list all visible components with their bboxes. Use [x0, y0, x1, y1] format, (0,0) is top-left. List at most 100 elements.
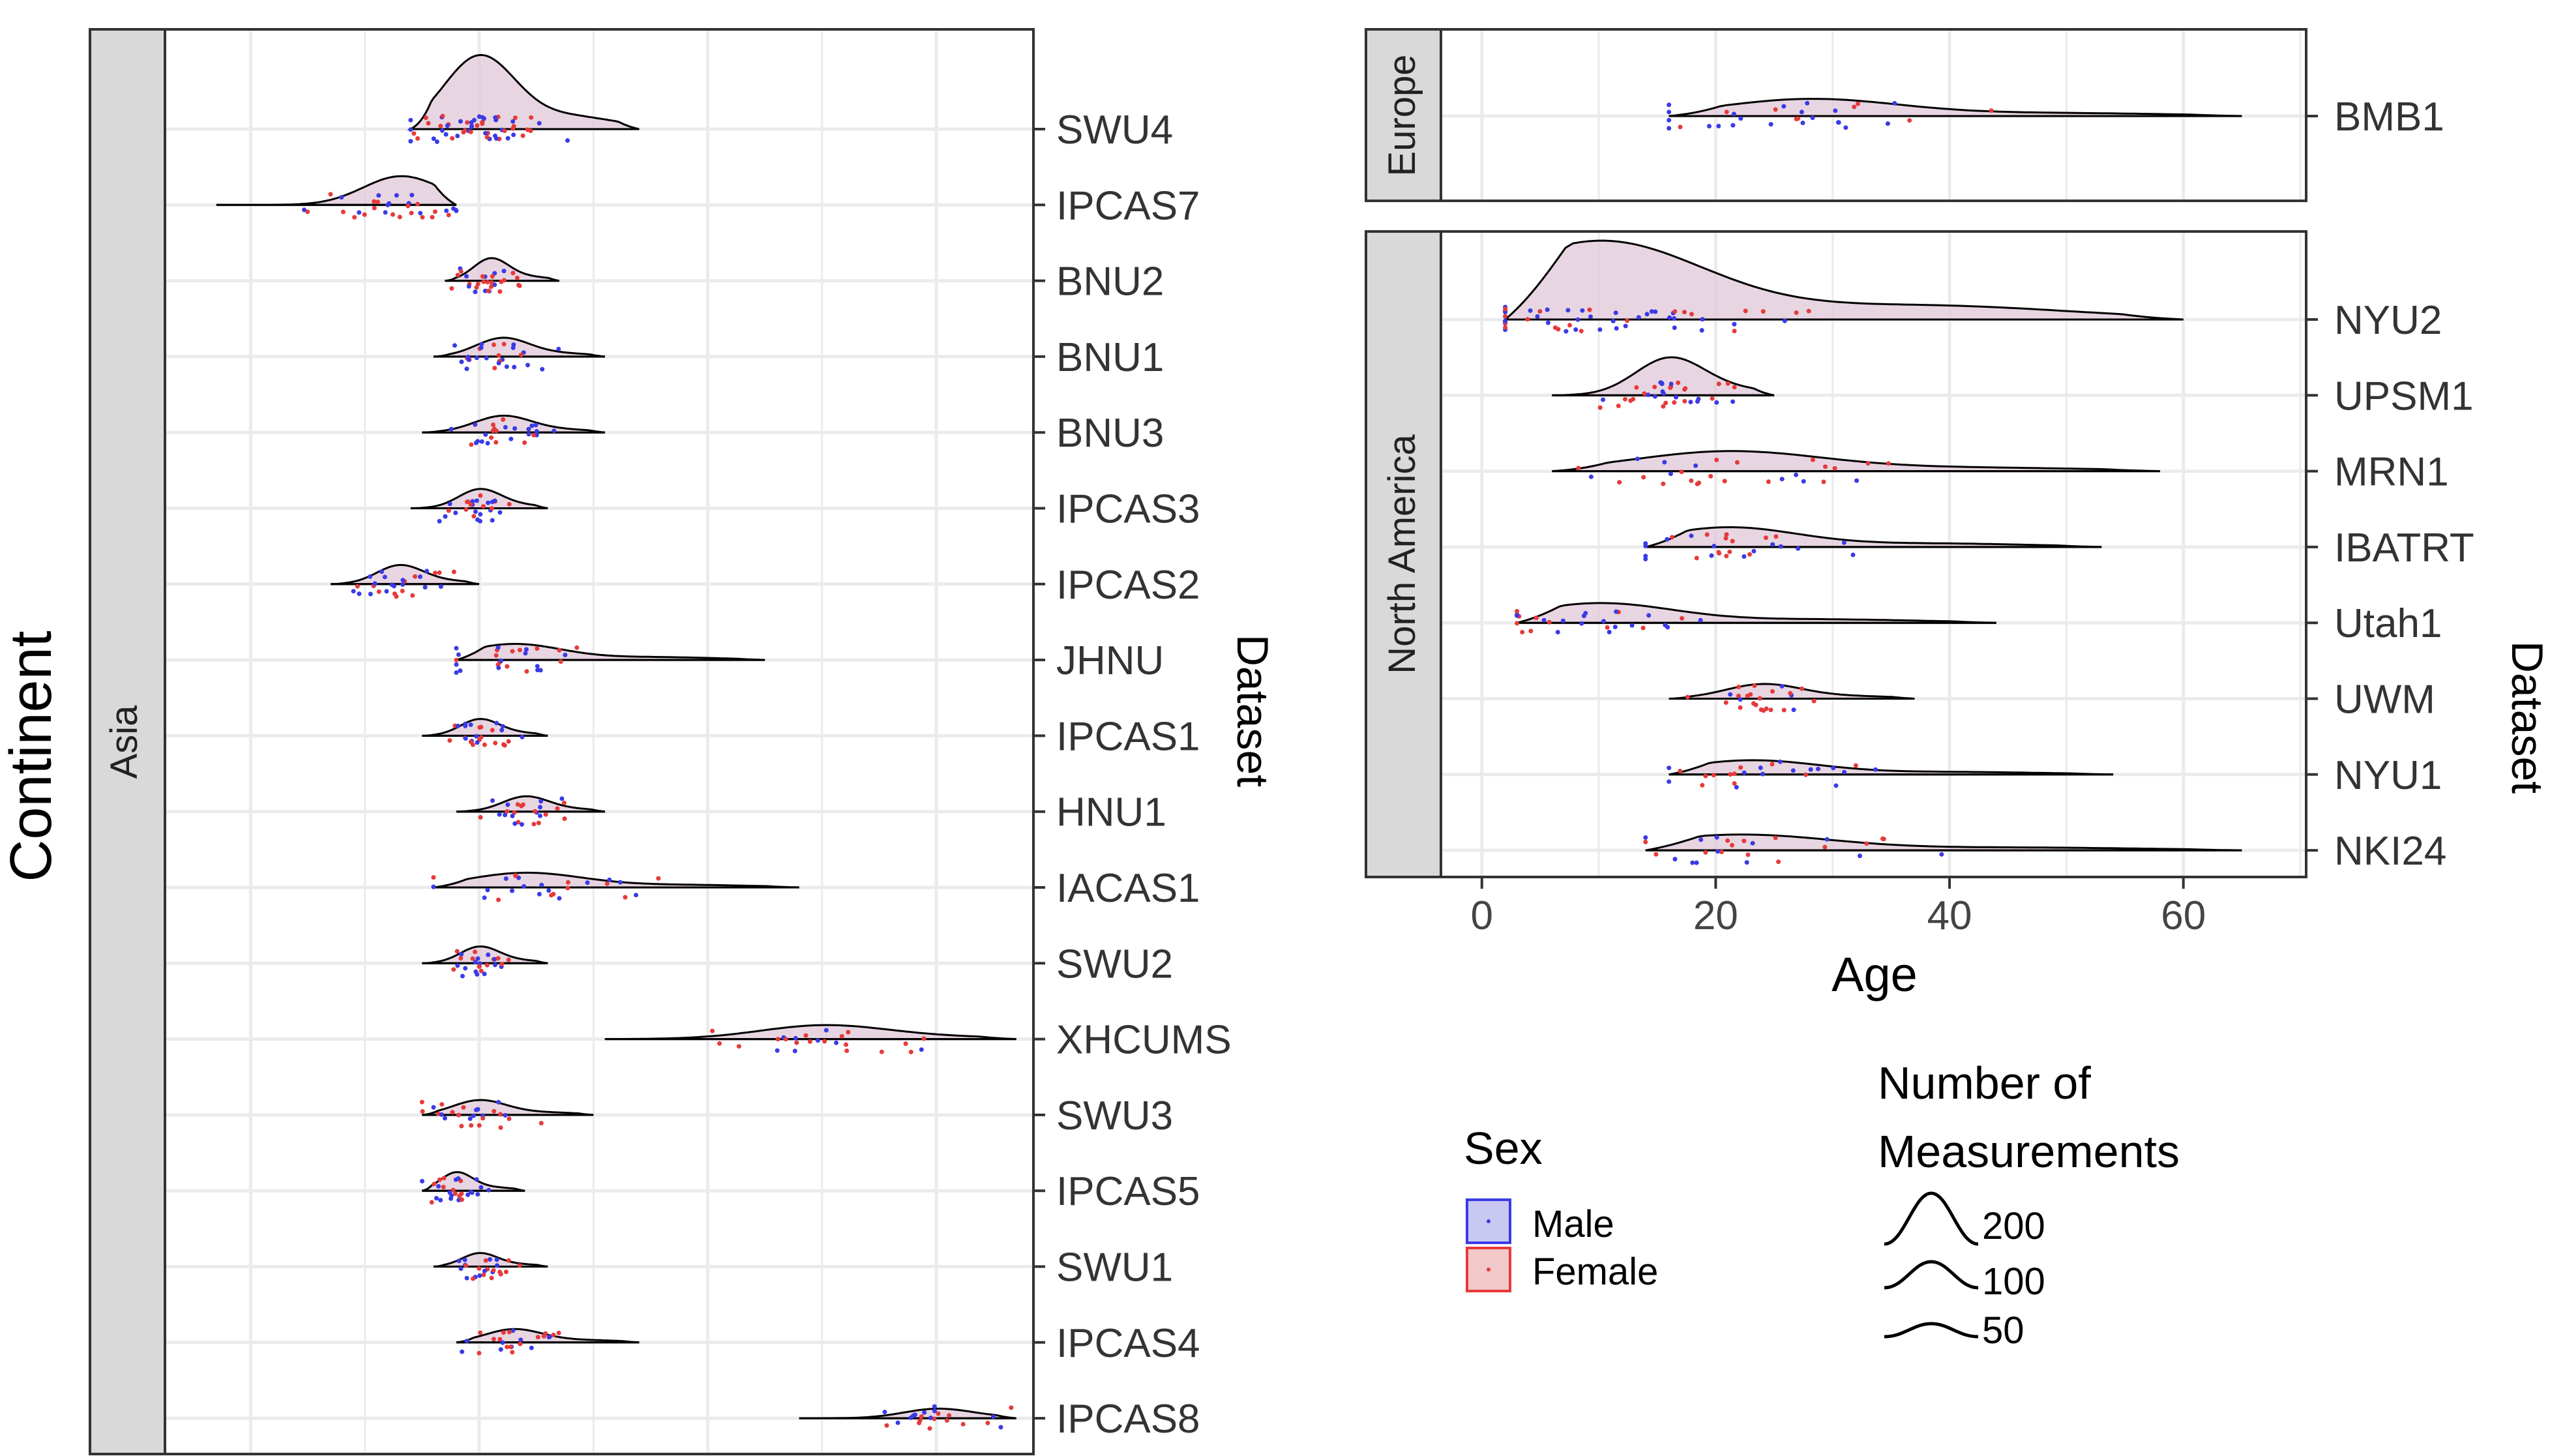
- point-ipcas2: [437, 570, 442, 575]
- point-nyu2: [1610, 318, 1616, 323]
- point-hnu1: [519, 803, 524, 809]
- point-bnu1: [501, 342, 507, 347]
- ridge-swu3: [422, 1099, 594, 1116]
- point-iacas1: [537, 891, 542, 897]
- dataset-label-bnu2: BNU2: [1056, 260, 1164, 305]
- dataset-label-nki24: NKI24: [2334, 829, 2446, 874]
- point-ipcas3: [464, 499, 469, 505]
- point-ipcas4: [510, 1350, 515, 1355]
- point-utah1: [1629, 623, 1635, 628]
- point-nyu1: [1853, 763, 1858, 768]
- point-nyu1: [1790, 768, 1796, 773]
- point-ibatrt: [1670, 535, 1675, 540]
- point-ipcas7: [357, 210, 362, 215]
- point-iacas1: [607, 877, 612, 882]
- point-swu1: [489, 1275, 494, 1281]
- point-nki24: [1864, 841, 1869, 846]
- point-nyu2: [1503, 318, 1508, 323]
- point-uwm: [1791, 707, 1796, 713]
- point-ipcas7: [406, 203, 411, 209]
- point-ipcas7: [444, 208, 449, 213]
- point-ipcas4: [511, 1328, 516, 1333]
- point-ipcas7: [302, 207, 306, 213]
- point-xhcums: [908, 1049, 913, 1054]
- point-swu4: [511, 124, 516, 129]
- point-ipcas1: [479, 735, 484, 740]
- point-ipcas1: [482, 742, 487, 747]
- point-mrn1: [1779, 477, 1785, 482]
- point-bnu3: [533, 423, 539, 428]
- point-nki24: [1773, 835, 1778, 840]
- point-utah1: [1555, 630, 1560, 634]
- point-bnu1: [479, 342, 484, 347]
- point-ipcas5: [474, 1177, 479, 1182]
- point-bmb1: [1843, 125, 1848, 130]
- point-nyu2: [1653, 309, 1658, 314]
- point-swu4: [408, 127, 413, 132]
- point-ipcas1: [506, 739, 511, 744]
- point-ibatrt: [1742, 554, 1747, 559]
- legend-size-title-line2: Measurements: [1878, 1126, 2180, 1177]
- point-ipcas3: [447, 501, 452, 507]
- ridge-ipcas3: [410, 488, 548, 509]
- point-ipcas1: [493, 741, 498, 745]
- point-ipcas8: [927, 1426, 932, 1431]
- point-ipcas5: [479, 1185, 484, 1190]
- point-xhcums: [844, 1048, 850, 1053]
- point-hnu1: [505, 809, 510, 814]
- point-ipcas1: [499, 728, 505, 733]
- point-mrn1: [1576, 466, 1581, 471]
- point-swu1: [477, 1273, 482, 1278]
- point-nyu1: [1833, 783, 1839, 788]
- point-jhnu: [535, 668, 540, 673]
- point-ipcas8: [944, 1418, 949, 1423]
- point-nyu1: [1777, 759, 1783, 764]
- dataset-label-xhcums: XHCUMS: [1056, 1018, 1232, 1063]
- point-nki24: [1725, 838, 1730, 843]
- point-bnu1: [452, 343, 457, 348]
- point-mrn1: [1714, 457, 1719, 462]
- point-bmb1: [1852, 104, 1857, 110]
- point-mrn1: [1821, 479, 1826, 484]
- point-ipcas4: [551, 1332, 556, 1337]
- point-nyu2: [1806, 308, 1811, 314]
- point-bmb1: [1773, 107, 1778, 112]
- point-hnu1: [505, 802, 511, 807]
- point-bnu2: [490, 274, 495, 279]
- point-swu4: [423, 115, 428, 121]
- point-ipcas3: [443, 514, 448, 519]
- point-swu4: [529, 115, 534, 120]
- point-nki24: [1880, 836, 1885, 841]
- point-nyu2: [1689, 312, 1694, 317]
- point-bnu2: [497, 289, 503, 294]
- point-swu2: [460, 973, 465, 979]
- point-ipcas1: [447, 738, 452, 743]
- point-ipcas5: [441, 1176, 447, 1181]
- point-swu4: [502, 128, 507, 134]
- point-bnu3: [469, 442, 474, 447]
- point-swu2: [451, 967, 456, 972]
- point-swu2: [479, 968, 484, 973]
- ridge-nyu2: [1502, 239, 2184, 321]
- point-nyu2: [1649, 309, 1654, 314]
- point-swu2: [473, 960, 478, 964]
- point-hnu1: [561, 800, 567, 805]
- point-bnu2: [488, 284, 494, 290]
- point-ipcas4: [547, 1334, 552, 1339]
- point-ipcas7: [339, 195, 344, 200]
- point-bnu1: [518, 352, 524, 357]
- point-ibatrt: [1689, 533, 1694, 539]
- point-swu1: [471, 1276, 475, 1281]
- point-hnu1: [536, 820, 541, 825]
- point-ipcas3: [464, 507, 469, 512]
- point-swu2: [475, 956, 481, 961]
- point-jhnu: [496, 645, 501, 650]
- point-bnu1: [492, 366, 497, 370]
- point-swu2: [492, 957, 497, 962]
- point-bnu2: [466, 284, 471, 289]
- point-nyu2: [1545, 307, 1550, 312]
- point-swu2: [499, 962, 505, 967]
- ridge-fill-male-utah1: [1517, 602, 1996, 623]
- point-ipcas1: [455, 723, 460, 728]
- point-upsm1: [1623, 396, 1627, 402]
